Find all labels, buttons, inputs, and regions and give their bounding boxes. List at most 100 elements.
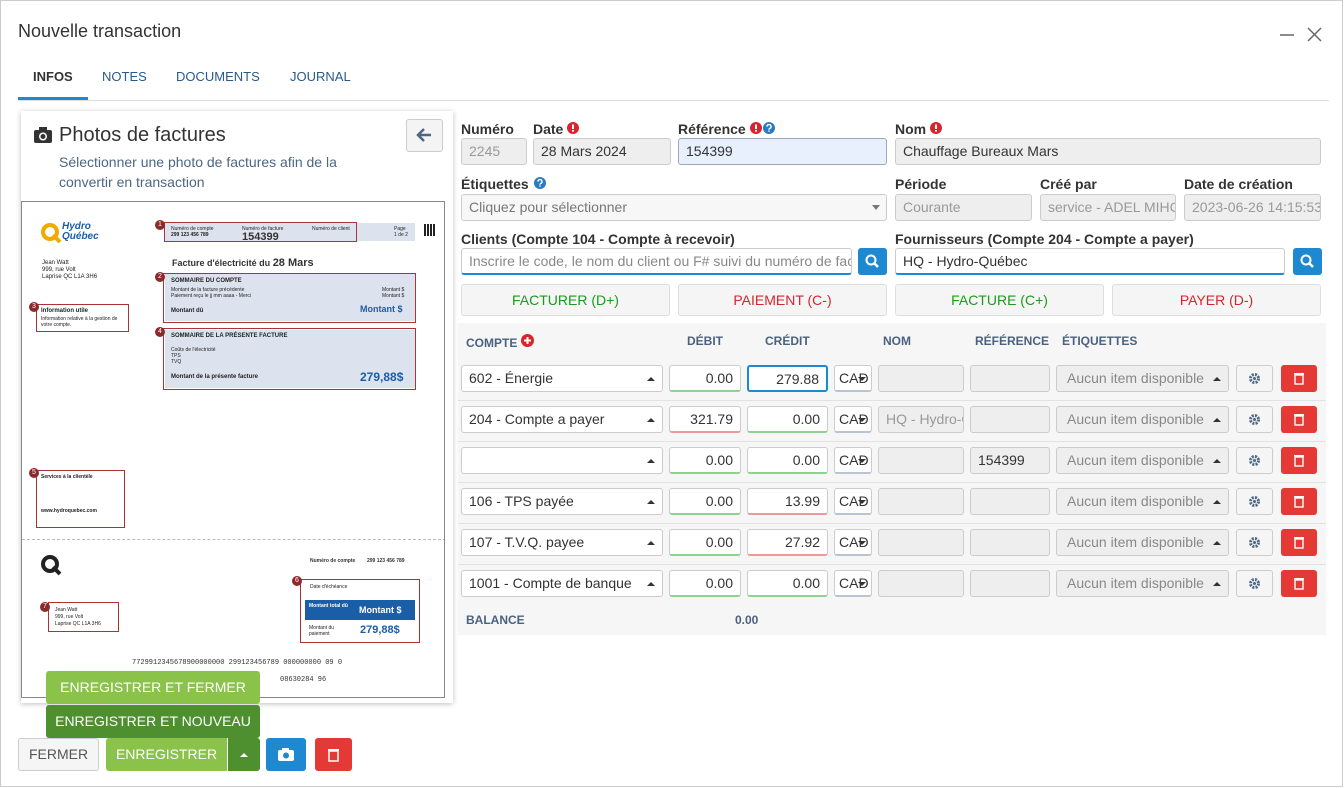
tags-select[interactable]: Aucun item disponible xyxy=(1056,406,1229,433)
clients-input[interactable]: Inscrire le code, le nom du client ou F#… xyxy=(461,248,852,275)
tab[interactable]: INFOS xyxy=(33,69,73,84)
fournisseurs-input[interactable]: HQ - Hydro-Québec xyxy=(895,248,1285,275)
currency-select[interactable]: CAD xyxy=(834,406,872,433)
reference-input[interactable]: 154399 xyxy=(678,138,887,165)
credit-input[interactable]: 279.88 xyxy=(747,365,828,392)
required-icon xyxy=(749,122,762,134)
tags-select[interactable]: Aucun item disponible xyxy=(1056,365,1229,392)
back-button[interactable] xyxy=(406,119,443,152)
action-button[interactable]: PAIEMENT (C-) xyxy=(678,284,887,316)
name-input[interactable]: HQ - Hydro-Québec xyxy=(878,406,964,433)
numero-input[interactable]: 2245 xyxy=(461,138,527,165)
save-menu-toggle[interactable] xyxy=(228,738,260,771)
reference-input[interactable] xyxy=(970,570,1050,597)
settings-button[interactable] xyxy=(1236,570,1273,597)
name-input[interactable] xyxy=(878,529,964,556)
periode-input[interactable]: Courante xyxy=(895,194,1032,221)
credit-input[interactable]: 0.00 xyxy=(747,570,828,597)
search-button[interactable] xyxy=(858,248,887,275)
debit-input[interactable]: 0.00 xyxy=(669,488,741,515)
debit-input[interactable]: 0.00 xyxy=(669,447,741,474)
account-select[interactable]: 602 - Énergie xyxy=(461,365,663,392)
tear-line xyxy=(22,539,444,540)
currency-select[interactable]: CAD xyxy=(834,488,872,515)
caret xyxy=(647,541,655,545)
nom-input[interactable]: Chauffage Bureaux Mars xyxy=(895,138,1321,165)
settings-button[interactable] xyxy=(1236,406,1273,433)
marker: 5 xyxy=(29,468,39,478)
reference-input[interactable]: 154399 xyxy=(970,447,1050,474)
account-select[interactable]: 107 - T.V.Q. payee xyxy=(461,529,663,556)
account-select[interactable]: 106 - TPS payée xyxy=(461,488,663,515)
currency-select[interactable]: CAD xyxy=(834,365,872,392)
name-input[interactable] xyxy=(878,570,964,597)
address: Jean Watt 999, rue Volt Laprise QC L1A 3H6 xyxy=(42,260,97,281)
tab[interactable]: JOURNAL xyxy=(290,69,351,84)
help-icon[interactable] xyxy=(762,122,775,134)
cree-par-input[interactable]: service - ADEL MIHC xyxy=(1040,194,1176,221)
delete-row-button[interactable] xyxy=(1281,406,1317,433)
tags-select[interactable]: Aucun item disponible xyxy=(1056,488,1229,515)
settings-button[interactable] xyxy=(1236,488,1273,515)
help-icon[interactable] xyxy=(533,177,546,189)
settings-button[interactable] xyxy=(1236,447,1273,474)
debit-input[interactable]: 0.00 xyxy=(669,529,741,556)
credit-input[interactable]: 0.00 xyxy=(747,447,828,474)
search-button[interactable] xyxy=(1293,248,1322,275)
name-input[interactable] xyxy=(878,365,964,392)
currency-select[interactable]: CAD xyxy=(834,447,872,474)
save-new-option[interactable]: ENREGISTRER ET NOUVEAU xyxy=(46,705,260,738)
debit-input[interactable]: 321.79 xyxy=(669,406,741,433)
settings-button[interactable] xyxy=(1236,365,1273,392)
delete-row-button[interactable] xyxy=(1281,488,1317,515)
close-button[interactable]: FERMER xyxy=(18,738,99,771)
add-icon[interactable] xyxy=(520,334,534,347)
caret xyxy=(858,418,866,422)
tags-select[interactable]: Aucun item disponible xyxy=(1056,570,1229,597)
account-select[interactable]: 204 - Compte a payer xyxy=(461,406,663,433)
window-controls[interactable] xyxy=(1277,25,1327,45)
delete-row-button[interactable] xyxy=(1281,570,1317,597)
action-button[interactable]: FACTURER (D+) xyxy=(461,284,670,316)
account-select[interactable]: 1001 - Compte de banque xyxy=(461,570,663,597)
currency-select[interactable]: CAD xyxy=(834,570,872,597)
account-select[interactable] xyxy=(461,447,663,474)
reference-input[interactable] xyxy=(970,488,1050,515)
caret xyxy=(1213,500,1221,504)
tab[interactable]: NOTES xyxy=(102,69,147,84)
tab[interactable]: DOCUMENTS xyxy=(176,69,260,84)
settings-button[interactable] xyxy=(1236,529,1273,556)
row-divider xyxy=(458,523,1326,524)
highlight-box xyxy=(48,602,119,632)
action-button[interactable]: PAYER (D-) xyxy=(1112,284,1321,316)
credit-input[interactable]: 13.99 xyxy=(747,488,828,515)
credit-input[interactable]: 27.92 xyxy=(747,529,828,556)
delete-row-button[interactable] xyxy=(1281,365,1317,392)
etiquettes-select[interactable]: Cliquez pour sélectionner xyxy=(461,194,887,221)
caret xyxy=(1213,582,1221,586)
caret xyxy=(1213,541,1221,545)
debit-input[interactable]: 0.00 xyxy=(669,365,741,392)
action-button[interactable]: FACTURE (C+) xyxy=(895,284,1104,316)
debit-input[interactable]: 0.00 xyxy=(669,570,741,597)
credit-input[interactable]: 0.00 xyxy=(747,406,828,433)
field-label: Date xyxy=(533,121,580,137)
summary-amount: Montant $ xyxy=(382,293,405,299)
name-input[interactable] xyxy=(878,447,964,474)
tags-select[interactable]: Aucun item disponible xyxy=(1056,447,1229,474)
date-input[interactable]: 28 Mars 2024 xyxy=(533,138,671,165)
tags-select[interactable]: Aucun item disponible xyxy=(1056,529,1229,556)
save-button[interactable]: ENREGISTRER xyxy=(106,738,227,771)
delete-row-button[interactable] xyxy=(1281,529,1317,556)
reference-input[interactable] xyxy=(970,365,1050,392)
camera-button[interactable] xyxy=(266,738,306,771)
name-input[interactable] xyxy=(878,488,964,515)
balance-label: BALANCE xyxy=(466,613,525,627)
save-close-option[interactable]: ENREGISTRER ET FERMER xyxy=(46,671,260,704)
currency-select[interactable]: CAD xyxy=(834,529,872,556)
reference-input[interactable] xyxy=(970,406,1050,433)
delete-button[interactable] xyxy=(315,738,352,771)
reference-input[interactable] xyxy=(970,529,1050,556)
date-creation-input[interactable]: 2023-06-26 14:15:53 xyxy=(1184,194,1321,221)
delete-row-button[interactable] xyxy=(1281,447,1317,474)
